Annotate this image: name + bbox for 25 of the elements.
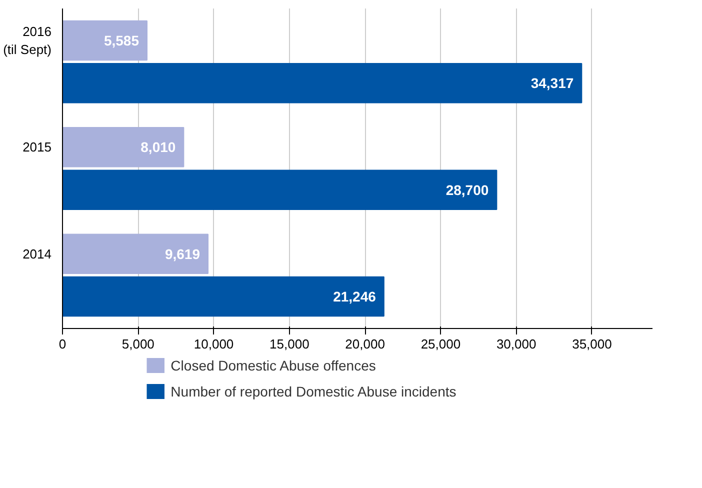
x-tick-label: 0 (58, 336, 66, 352)
x-tick-label: 25,000 (420, 336, 461, 352)
x-tick-label: 30,000 (496, 336, 536, 352)
data-label: 28,700 (446, 182, 489, 198)
x-tick-label: 35,000 (572, 336, 612, 352)
x-tick-label: 20,000 (345, 336, 385, 352)
bar (62, 276, 384, 317)
legend-label: Number of reported Domestic Abuse incidents (170, 384, 456, 400)
x-tick-label: 10,000 (194, 336, 234, 352)
data-label: 21,246 (333, 288, 376, 304)
y-tick-label: 2015 (22, 140, 52, 155)
x-tick-label: 15,000 (270, 336, 310, 352)
bar (62, 127, 184, 168)
data-label: 8,010 (140, 139, 176, 156)
data-label: 5,585 (104, 32, 140, 48)
y-tick-label: 2016 (til Sept) (3, 24, 52, 57)
bar (62, 170, 498, 210)
x-tick-label: 5,000 (122, 336, 154, 352)
bar (62, 234, 209, 274)
bar (62, 20, 148, 61)
y-tick-label: 2014 (22, 246, 52, 262)
legend-label: Closed Domestic Abuse offences (170, 358, 376, 374)
data-label: 34,317 (530, 75, 574, 92)
bar (62, 63, 582, 104)
data-label: 9,619 (164, 246, 200, 262)
